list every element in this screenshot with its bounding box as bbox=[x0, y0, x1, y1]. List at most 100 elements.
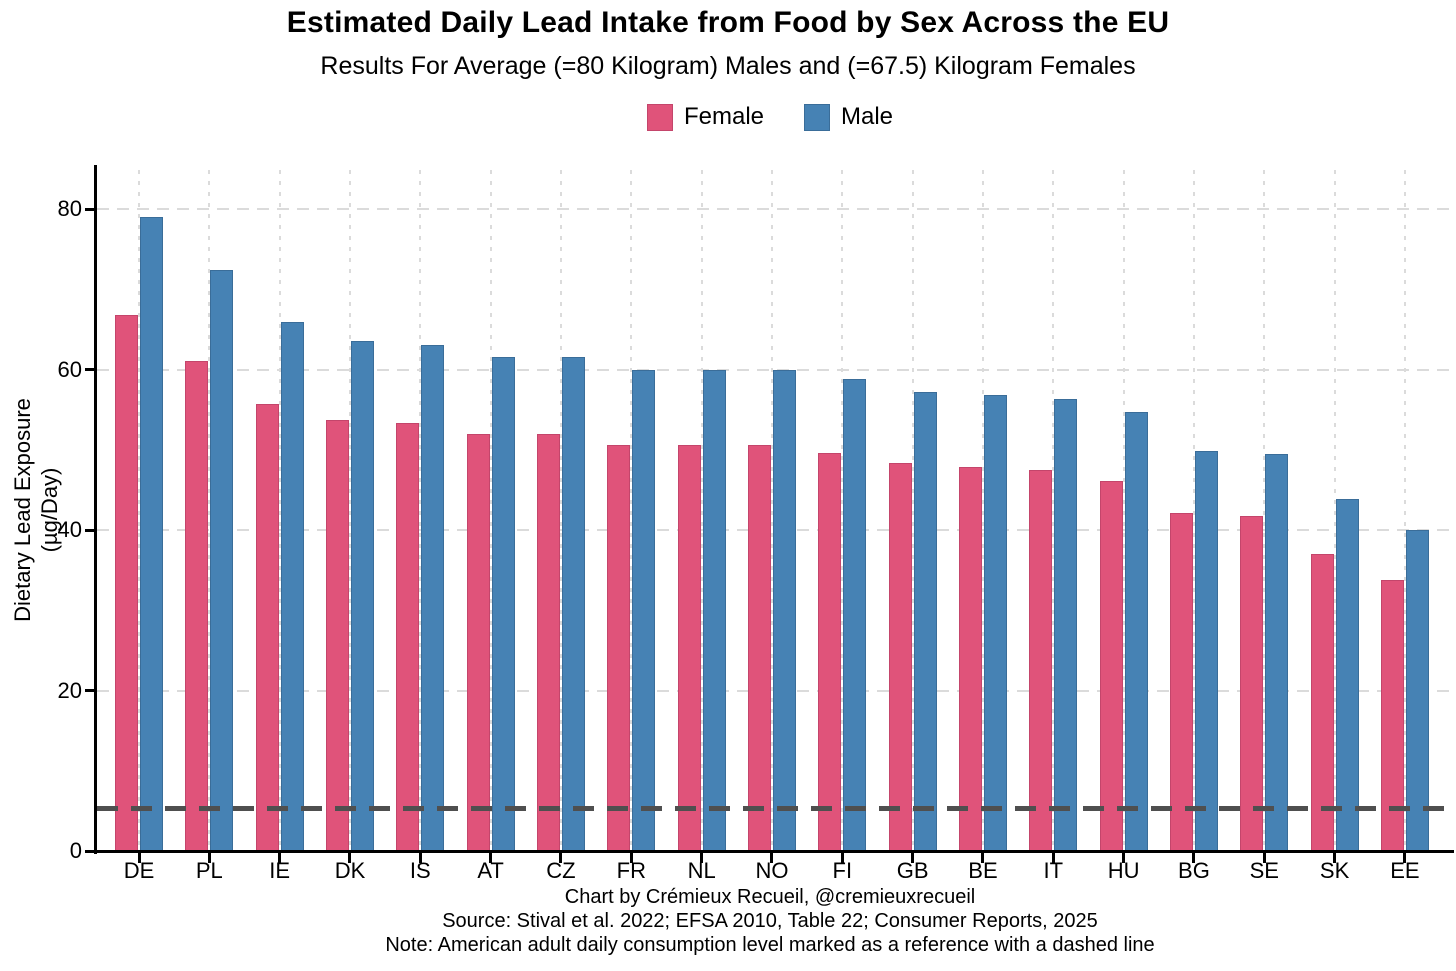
bar-female-SK bbox=[1310, 554, 1334, 851]
bar-male-NO bbox=[772, 369, 796, 851]
bar-female-IS bbox=[396, 423, 420, 851]
x-tick-label: SE bbox=[1249, 858, 1279, 883]
footer-note: Note: American adult daily consumption l… bbox=[385, 934, 1155, 956]
x-tick-mark bbox=[559, 853, 563, 863]
bar-female-PL bbox=[185, 360, 209, 851]
x-tick-mark bbox=[1192, 853, 1196, 863]
x-tick-label: HU bbox=[1107, 858, 1140, 883]
gridline-horizontal bbox=[97, 208, 1451, 210]
x-tick-label: AT bbox=[477, 858, 504, 883]
bar-male-SK bbox=[1335, 498, 1359, 851]
bar-female-DE bbox=[115, 314, 138, 851]
x-tick-label: FR bbox=[616, 858, 646, 883]
x-tick-label: BE bbox=[968, 858, 998, 883]
gridline-vertical bbox=[489, 170, 492, 849]
bar-male-SE bbox=[1265, 453, 1289, 851]
gridline-vertical bbox=[419, 170, 422, 849]
x-tick-mark bbox=[1051, 853, 1055, 863]
gridline-vertical bbox=[138, 170, 140, 849]
x-tick-mark bbox=[418, 853, 422, 863]
bar-female-DK bbox=[325, 420, 349, 851]
x-tick-label: BG bbox=[1178, 858, 1210, 883]
x-tick-label: NL bbox=[687, 858, 716, 883]
x-tick-mark bbox=[137, 853, 141, 863]
y-tick-mark bbox=[85, 368, 94, 371]
y-tick-label: 0 bbox=[69, 838, 82, 863]
bar-female-SE bbox=[1240, 515, 1264, 851]
gridline-vertical bbox=[700, 170, 703, 849]
gridline-vertical bbox=[1052, 170, 1055, 849]
legend-label-female: Female bbox=[683, 103, 764, 130]
gridline-vertical bbox=[278, 170, 281, 849]
bar-male-DE bbox=[140, 217, 163, 851]
x-tick-mark bbox=[770, 853, 774, 863]
gridline-vertical bbox=[1333, 170, 1336, 849]
bar-male-IS bbox=[421, 344, 445, 851]
x-tick-label: DK bbox=[334, 858, 366, 883]
y-tick-label: 40 bbox=[57, 517, 82, 542]
bar-male-BG bbox=[1194, 450, 1218, 851]
chart-subtitle: Results For Average (=80 Kilogram) Males… bbox=[320, 52, 1136, 80]
bar-female-IE bbox=[255, 404, 279, 851]
y-tick-label: 20 bbox=[57, 677, 82, 703]
bar-male-NL bbox=[702, 369, 726, 851]
gridline-vertical bbox=[770, 170, 773, 849]
x-tick-mark bbox=[1333, 853, 1337, 863]
gridline-vertical bbox=[1403, 170, 1406, 849]
bar-female-AT bbox=[466, 433, 490, 851]
gridline-vertical bbox=[981, 170, 984, 849]
bar-male-AT bbox=[491, 356, 515, 851]
footer-source: Source: Stival et al. 2022; EFSA 2010, T… bbox=[442, 910, 1098, 932]
x-tick-mark bbox=[1403, 853, 1407, 863]
x-tick-mark bbox=[911, 853, 915, 863]
gridline-vertical bbox=[1263, 170, 1266, 849]
y-tick-mark bbox=[85, 849, 94, 853]
gridline-vertical bbox=[1122, 170, 1125, 849]
footer-credit: Chart by Crémieux Recueil, @cremieuxrecu… bbox=[564, 886, 976, 908]
male-color-swatch-icon bbox=[804, 103, 830, 131]
x-tick-mark bbox=[629, 853, 633, 863]
y-tick-label: 60 bbox=[57, 356, 82, 382]
x-tick-label: GB bbox=[896, 858, 929, 883]
x-tick-label: IT bbox=[1043, 858, 1064, 883]
bar-female-NO bbox=[747, 444, 771, 851]
gridline-vertical bbox=[911, 170, 914, 849]
bar-female-GB bbox=[888, 463, 912, 851]
x-axis-line bbox=[94, 850, 1454, 853]
x-tick-mark bbox=[1122, 853, 1126, 863]
page-title: Estimated Daily Lead Intake from Food by… bbox=[286, 6, 1170, 39]
bar-female-BG bbox=[1169, 513, 1193, 851]
bar-female-IT bbox=[1029, 469, 1053, 851]
y-tick-label: 80 bbox=[57, 196, 82, 221]
y-tick-mark bbox=[85, 689, 94, 692]
x-tick-label: SK bbox=[1319, 858, 1350, 883]
x-tick-mark bbox=[489, 853, 493, 863]
y-tick-mark bbox=[85, 207, 94, 211]
bar-male-CZ bbox=[561, 356, 585, 851]
bar-male-PL bbox=[210, 269, 234, 851]
bar-male-DK bbox=[350, 341, 374, 851]
x-tick-mark bbox=[1262, 853, 1266, 863]
bar-male-GB bbox=[913, 391, 937, 851]
bar-male-EE bbox=[1405, 530, 1429, 851]
bar-male-IT bbox=[1054, 399, 1078, 851]
bar-female-NL bbox=[677, 444, 701, 851]
x-tick-label: NO bbox=[755, 858, 789, 883]
x-tick-mark bbox=[278, 853, 282, 863]
gridline-vertical bbox=[559, 170, 562, 849]
gridline-vertical bbox=[208, 170, 211, 849]
bar-male-BE bbox=[983, 395, 1007, 851]
legend: Female Male bbox=[97, 101, 1443, 133]
gridline-vertical bbox=[630, 170, 633, 849]
bar-male-FR bbox=[632, 369, 656, 851]
bar-male-FI bbox=[843, 379, 867, 851]
bar-female-BE bbox=[958, 466, 982, 851]
y-axis-line bbox=[94, 165, 97, 854]
x-tick-mark bbox=[348, 853, 352, 863]
y-tick-mark bbox=[85, 528, 94, 532]
x-tick-label: IE bbox=[269, 858, 291, 883]
x-tick-label: PL bbox=[195, 858, 223, 883]
legend-item-female: Female bbox=[646, 103, 764, 131]
